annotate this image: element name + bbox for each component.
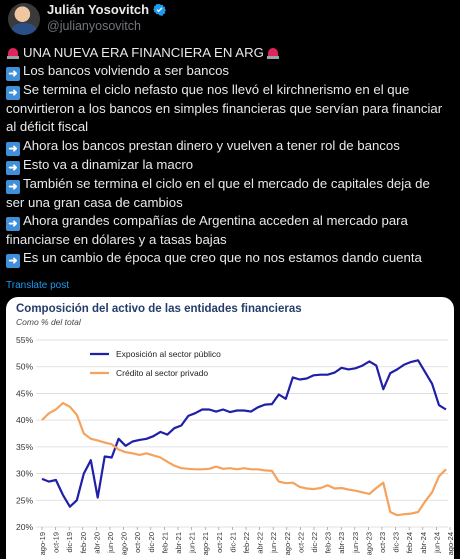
- x-tick-label: ago-22: [283, 532, 292, 555]
- legend-label: Crédito al sector privado: [116, 368, 208, 378]
- x-tick-label: abr-22: [256, 532, 265, 554]
- verified-badge-icon: [153, 3, 167, 16]
- tweet-line: ➜ Se termina el ciclo nefasto que nos lle…: [6, 81, 458, 101]
- x-tick-label: abr-21: [174, 532, 183, 554]
- right-arrow-icon: ➜: [6, 254, 20, 269]
- x-tick-label: ago-20: [120, 532, 129, 555]
- x-tick-label: dic-22: [310, 532, 319, 552]
- line-chart: 20% 25% 30% 35% 40% 45% 50% 55% ago-19 oct-19 dic-…: [16, 335, 454, 555]
- x-tick-label: jun-20: [106, 532, 115, 554]
- translate-post-link[interactable]: Translate post: [6, 280, 69, 291]
- chart-image[interactable]: Composición del activo de las entidades …: [6, 297, 454, 559]
- tweet-line: ➜ También se termina el ciclo en el que e…: [6, 175, 458, 194]
- tweet-line-text: Los bancos volviendo a ser bancos: [23, 63, 230, 79]
- x-tick-label: dic-21: [228, 532, 237, 552]
- tweet-line: al déficit fiscal: [6, 118, 458, 136]
- x-tick-label: jun-23: [351, 532, 360, 554]
- x-tick-label: oct-21: [215, 532, 224, 553]
- x-tick-label: oct-22: [296, 532, 305, 553]
- x-tick-label: dic-19: [65, 532, 74, 552]
- right-arrow-icon: ➜: [6, 216, 20, 231]
- x-tick-label: feb-20: [79, 532, 88, 553]
- tweet-line-text: financiarse en dólares y a tasas bajas: [6, 231, 227, 247]
- x-tick-label: oct-19: [52, 532, 61, 553]
- tweet-header: Julián Yosovitch @julianyosovitch: [0, 0, 460, 42]
- x-tick-label: ago-19: [38, 532, 47, 555]
- y-tick-label: 30%: [16, 469, 33, 479]
- legend-label: Exposición al sector público: [116, 349, 221, 359]
- tweet-line: ➜ Esto va a dinamizar la macro: [6, 156, 458, 175]
- tweet-line-text: Es un cambio de época que creo que no no…: [23, 250, 422, 266]
- y-tick-label: 35%: [16, 442, 33, 452]
- tweet-line: ➜ Es un cambio de época que creo que no n…: [6, 249, 458, 269]
- tweet-line-text: Esto va a dinamizar la macro: [23, 156, 194, 172]
- y-tick-label: 45%: [16, 388, 33, 398]
- author-name[interactable]: Julián Yosovitch: [47, 2, 150, 17]
- right-arrow-icon: ➜: [6, 160, 20, 175]
- series-line-public: [41, 359, 447, 508]
- tweet-line: ➜ Ahora grandes compañías de Argentina ac…: [6, 212, 458, 231]
- right-arrow-icon: ➜: [6, 141, 20, 156]
- tweet-line: convirtieron a los bancos en simples fin…: [6, 100, 458, 118]
- y-tick-label: 40%: [16, 415, 33, 425]
- tweet-line: UNA NUEVA ERA FINANCIERA EN ARG: [6, 44, 458, 62]
- y-tick-label: 50%: [16, 362, 33, 372]
- avatar[interactable]: [8, 3, 40, 35]
- tweet-line: ser una gran casa de cambios: [6, 194, 458, 212]
- tweet-line-text: También se termina el ciclo en el que el…: [23, 175, 430, 191]
- x-tick-label: dic-23: [392, 532, 401, 552]
- y-tick-label: 20%: [16, 522, 33, 532]
- tweet-text: UNA NUEVA ERA FINANCIERA EN ARG ➜ Los banc…: [6, 44, 458, 269]
- author-handle[interactable]: @julianyosovitch: [47, 19, 141, 33]
- author-name-row[interactable]: Julián Yosovitch: [47, 2, 167, 17]
- x-tick-label: feb-24: [405, 532, 414, 553]
- x-tick-label: oct-20: [133, 532, 142, 553]
- tweet-line: ➜ Los bancos volviendo a ser bancos: [6, 62, 458, 82]
- x-tick-label: abr-23: [337, 532, 346, 554]
- tweet-line-text: Ahora grandes compañías de Argentina acc…: [23, 212, 408, 228]
- x-tick-label: feb-23: [324, 532, 333, 553]
- tweet-line: ➜ Ahora los bancos prestan dinero y vuelv…: [6, 137, 458, 156]
- right-arrow-icon: ➜: [6, 179, 20, 194]
- right-arrow-icon: ➜: [6, 86, 20, 101]
- x-tick-label: ago-21: [201, 532, 210, 555]
- series-line-private: [41, 401, 447, 517]
- y-tick-label: 55%: [16, 335, 33, 345]
- x-tick-label: feb-22: [242, 532, 251, 553]
- tweet-line-text: UNA NUEVA ERA FINANCIERA EN ARG: [23, 45, 264, 60]
- siren-icon: [266, 45, 280, 59]
- tweet-line-text: al déficit fiscal: [6, 119, 89, 135]
- tweet-line-text: convirtieron a los bancos en simples fin…: [6, 101, 443, 117]
- siren-icon: [6, 45, 20, 59]
- y-tick-label: 25%: [16, 495, 33, 505]
- x-tick-label: jun-21: [188, 532, 197, 554]
- chart-subtitle: Como % del total: [16, 317, 81, 327]
- tweet-line-text: Ahora los bancos prestan dinero y vuelve…: [23, 137, 400, 153]
- x-tick-label: ago-24: [446, 532, 454, 555]
- tweet-line-text: Se termina el ciclo nefasto que nos llev…: [23, 82, 410, 98]
- tweet-line: financiarse en dólares y a tasas bajas: [6, 231, 458, 249]
- x-tick-label: oct-23: [378, 532, 387, 553]
- right-arrow-icon: ➜: [6, 67, 20, 82]
- x-tick-label: jun-24: [432, 532, 441, 554]
- x-tick-label: dic-20: [147, 532, 156, 552]
- x-tick-label: abr-20: [92, 532, 101, 554]
- tweet-line-text: ser una gran casa de cambios: [6, 194, 183, 210]
- x-tick-label: feb-21: [160, 532, 169, 553]
- x-tick-label: ago-23: [364, 532, 373, 555]
- x-tick-label: abr-24: [419, 532, 428, 554]
- chart-title: Composición del activo de las entidades …: [16, 303, 302, 315]
- x-tick-label: jun-22: [269, 532, 278, 554]
